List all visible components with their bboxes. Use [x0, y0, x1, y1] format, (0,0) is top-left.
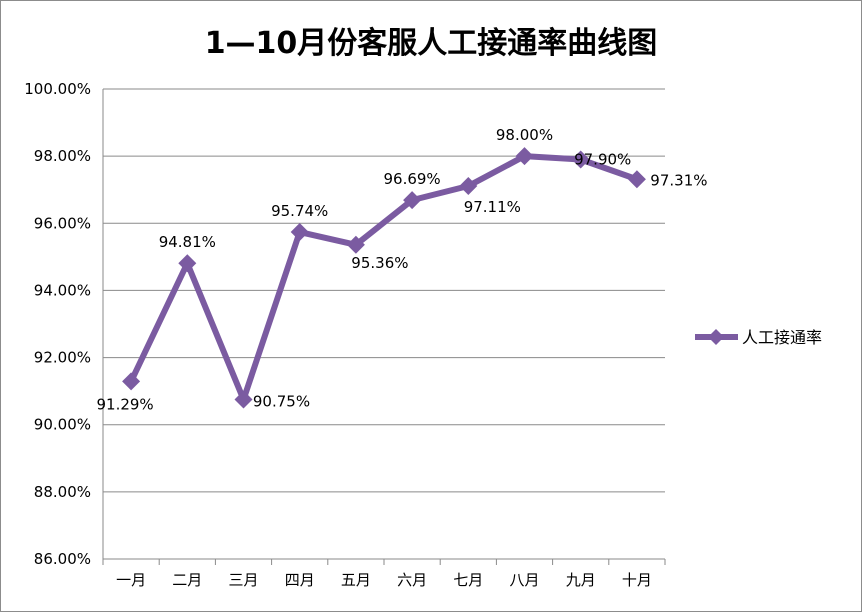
data-point — [627, 170, 646, 189]
data-label: 96.69% — [383, 170, 440, 188]
data-label: 90.75% — [253, 393, 310, 411]
x-tick-label: 三月 — [228, 571, 258, 589]
data-label: 98.00% — [496, 126, 553, 144]
x-tick-label: 四月 — [285, 571, 315, 589]
data-label: 97.31% — [650, 171, 707, 189]
data-point — [234, 390, 253, 409]
data-point — [403, 191, 422, 210]
data-label: 94.81% — [159, 233, 216, 251]
y-tick-label: 90.00% — [34, 416, 91, 434]
data-label: 95.74% — [271, 202, 328, 220]
data-point — [122, 372, 141, 391]
data-label: 97.90% — [574, 151, 631, 169]
data-point — [178, 254, 197, 273]
legend-marker — [708, 329, 724, 345]
y-tick-label: 86.00% — [34, 550, 91, 568]
data-label: 97.11% — [464, 198, 521, 216]
y-tick-label: 92.00% — [34, 349, 91, 367]
data-label: 91.29% — [96, 395, 153, 413]
y-tick-label: 96.00% — [34, 214, 91, 232]
data-label: 95.36% — [351, 254, 408, 272]
y-tick-label: 100.00% — [24, 80, 91, 98]
x-tick-label: 二月 — [172, 571, 202, 589]
data-point — [290, 223, 309, 242]
y-tick-label: 94.00% — [34, 281, 91, 299]
data-point — [515, 147, 534, 166]
x-tick-label: 一月 — [116, 571, 146, 589]
chart-title: 1—10月份客服人工接通率曲线图 — [204, 26, 658, 61]
x-tick-label: 五月 — [341, 571, 371, 589]
series-line — [128, 153, 638, 403]
y-tick-label: 88.00% — [34, 483, 91, 501]
x-tick-label: 十月 — [622, 571, 652, 589]
x-tick-label: 七月 — [453, 571, 483, 589]
data-point — [571, 150, 590, 169]
legend-label: 人工接通率 — [742, 328, 822, 347]
x-tick-label: 九月 — [566, 571, 596, 589]
y-tick-label: 98.00% — [34, 147, 91, 165]
x-tick-label: 六月 — [397, 571, 427, 589]
data-point — [346, 235, 365, 254]
x-tick-label: 八月 — [509, 571, 539, 589]
data-point — [459, 177, 478, 196]
